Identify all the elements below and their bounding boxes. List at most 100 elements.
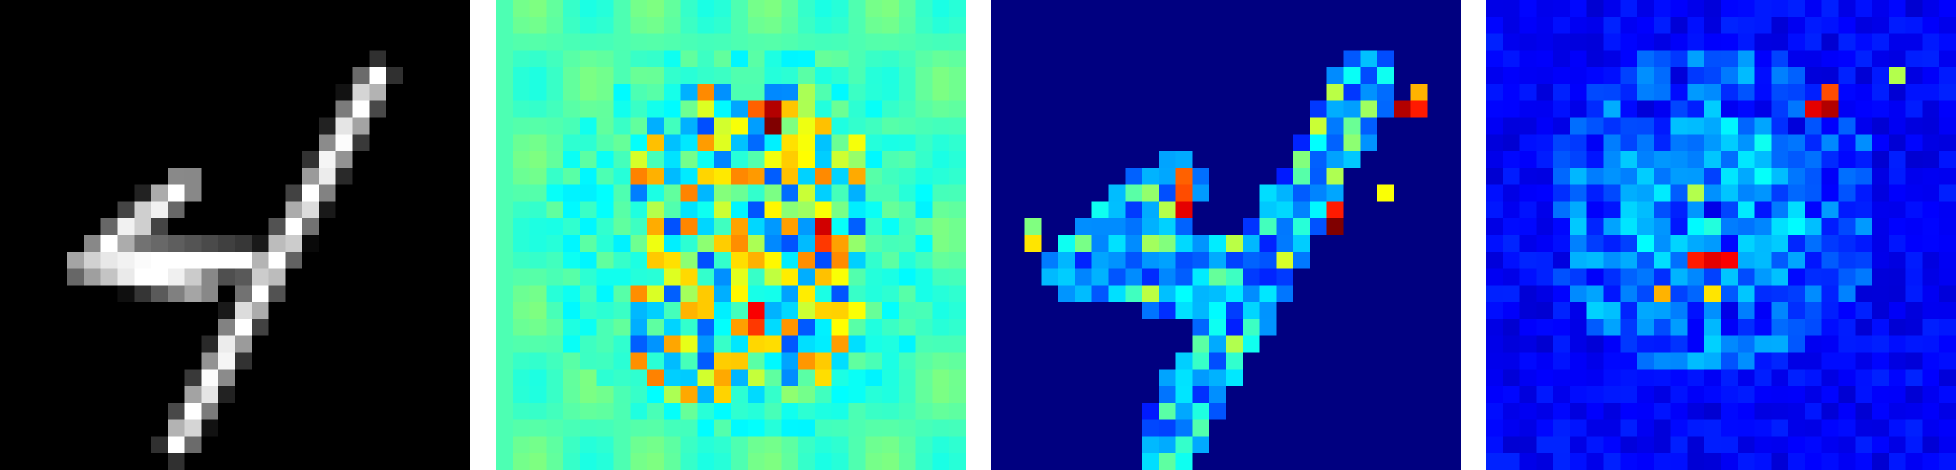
activation-map-pixel bbox=[1393, 335, 1411, 353]
activation-map-pixel bbox=[1158, 201, 1176, 219]
noise-map-pixel bbox=[1519, 251, 1537, 269]
attribution-map-pixel bbox=[714, 235, 732, 253]
activation-map-pixel bbox=[1242, 436, 1260, 454]
input-digit-pixel bbox=[251, 251, 269, 269]
attribution-map-pixel bbox=[848, 134, 866, 152]
attribution-map-pixel bbox=[630, 352, 648, 370]
noise-map-pixel bbox=[1502, 151, 1520, 169]
input-digit-pixel bbox=[184, 218, 202, 236]
input-digit-pixel bbox=[50, 352, 68, 370]
input-digit-pixel bbox=[167, 436, 185, 454]
input-digit-pixel bbox=[134, 218, 152, 236]
noise-map-pixel bbox=[1721, 318, 1739, 337]
attribution-map-pixel bbox=[663, 0, 681, 18]
input-digit-pixel bbox=[318, 67, 337, 85]
noise-map-pixel bbox=[1553, 335, 1571, 353]
activation-map-pixel bbox=[1125, 402, 1143, 420]
noise-map-pixel bbox=[1637, 184, 1655, 202]
attribution-map-image bbox=[496, 0, 966, 470]
noise-map-pixel bbox=[1519, 335, 1537, 353]
input-digit-pixel bbox=[100, 117, 118, 135]
input-digit-pixel bbox=[218, 335, 236, 353]
attribution-map-pixel bbox=[697, 16, 715, 34]
activation-map-pixel bbox=[1041, 453, 1059, 470]
attribution-map-pixel bbox=[496, 251, 514, 269]
input-digit-pixel bbox=[117, 50, 135, 68]
activation-map-pixel bbox=[991, 335, 1009, 353]
noise-map-pixel bbox=[1586, 453, 1604, 470]
activation-map-pixel bbox=[1410, 419, 1428, 437]
input-digit-pixel bbox=[184, 285, 202, 303]
activation-map-pixel bbox=[1024, 453, 1042, 470]
attribution-map-pixel bbox=[563, 419, 581, 437]
activation-map-pixel bbox=[1242, 167, 1260, 185]
attribution-map-pixel bbox=[882, 83, 900, 102]
noise-map-pixel bbox=[1788, 151, 1806, 169]
input-digit-pixel bbox=[16, 117, 34, 135]
attribution-map-pixel bbox=[680, 386, 698, 404]
activation-map-pixel bbox=[1360, 352, 1378, 370]
activation-map-pixel bbox=[991, 151, 1009, 169]
input-digit-pixel bbox=[167, 151, 185, 169]
noise-map-pixel bbox=[1637, 352, 1655, 370]
activation-map-pixel bbox=[1091, 402, 1109, 420]
activation-map-pixel bbox=[1175, 268, 1193, 286]
input-digit-pixel bbox=[117, 352, 135, 370]
activation-map-pixel bbox=[1209, 335, 1227, 353]
input-digit-pixel bbox=[100, 419, 118, 437]
noise-map-pixel bbox=[1586, 201, 1604, 219]
activation-map-pixel bbox=[1209, 268, 1227, 286]
input-digit-pixel bbox=[117, 151, 135, 169]
attribution-map-pixel bbox=[697, 235, 715, 253]
attribution-map-pixel bbox=[714, 302, 732, 320]
activation-map-pixel bbox=[1377, 134, 1395, 152]
activation-map-pixel bbox=[1074, 436, 1093, 454]
noise-map-pixel bbox=[1872, 117, 1890, 135]
attribution-map-pixel bbox=[764, 134, 782, 152]
noise-map-pixel bbox=[1872, 251, 1890, 269]
noise-map-pixel bbox=[1821, 33, 1839, 51]
attribution-map-pixel bbox=[714, 218, 732, 236]
input-digit-pixel bbox=[302, 16, 320, 34]
input-digit-pixel bbox=[453, 83, 470, 102]
noise-map-pixel bbox=[1922, 335, 1940, 353]
noise-map-pixel bbox=[1788, 184, 1806, 202]
attribution-map-pixel bbox=[915, 369, 933, 387]
activation-map-pixel bbox=[1410, 302, 1428, 320]
noise-map-pixel bbox=[1502, 335, 1520, 353]
input-digit-pixel bbox=[167, 201, 185, 219]
activation-map-pixel bbox=[1427, 167, 1445, 185]
noise-map-pixel bbox=[1838, 436, 1856, 454]
noise-map-pixel bbox=[1553, 134, 1571, 152]
input-digit-pixel bbox=[67, 117, 85, 135]
activation-map-pixel bbox=[1175, 117, 1193, 135]
noise-map-pixel bbox=[1637, 117, 1655, 135]
noise-map-pixel bbox=[1569, 100, 1588, 118]
attribution-map-pixel bbox=[680, 50, 698, 68]
noise-map-pixel bbox=[1788, 369, 1806, 387]
activation-map-pixel bbox=[1276, 235, 1294, 253]
input-digit-pixel bbox=[268, 100, 286, 118]
noise-map-pixel bbox=[1486, 117, 1504, 135]
input-digit-pixel bbox=[117, 167, 135, 185]
noise-map-pixel bbox=[1569, 67, 1588, 85]
activation-map-pixel bbox=[1226, 386, 1244, 404]
noise-map-pixel bbox=[1620, 100, 1638, 118]
noise-map-pixel bbox=[1888, 436, 1906, 454]
input-digit-pixel bbox=[67, 402, 85, 420]
input-digit-pixel bbox=[201, 302, 219, 320]
noise-map-pixel bbox=[1804, 285, 1823, 303]
attribution-map-pixel bbox=[764, 16, 782, 34]
activation-map-pixel bbox=[1377, 33, 1395, 51]
noise-map-pixel bbox=[1569, 16, 1588, 34]
activation-map-pixel bbox=[1158, 285, 1176, 303]
noise-map-pixel bbox=[1704, 251, 1722, 269]
input-digit-pixel bbox=[83, 436, 102, 454]
noise-map-pixel bbox=[1637, 83, 1655, 102]
input-digit-pixel bbox=[167, 352, 185, 370]
activation-map-pixel bbox=[1444, 268, 1461, 286]
activation-map-pixel bbox=[1326, 50, 1344, 68]
activation-map-pixel bbox=[1058, 285, 1076, 303]
input-digit-pixel bbox=[251, 0, 269, 18]
input-digit-pixel bbox=[218, 117, 236, 135]
